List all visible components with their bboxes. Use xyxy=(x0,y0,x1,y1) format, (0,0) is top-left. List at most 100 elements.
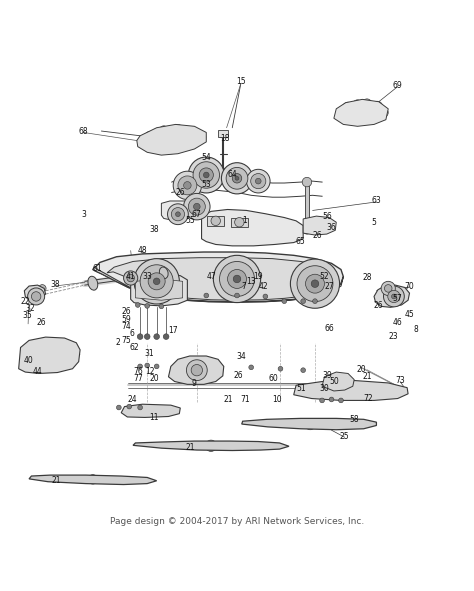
Text: 65: 65 xyxy=(296,236,306,246)
Ellipse shape xyxy=(88,276,98,290)
Text: 26: 26 xyxy=(312,230,322,239)
Circle shape xyxy=(188,198,205,215)
Circle shape xyxy=(193,162,219,188)
Circle shape xyxy=(235,176,239,180)
Circle shape xyxy=(383,286,404,307)
Circle shape xyxy=(127,404,132,409)
Text: 5: 5 xyxy=(372,217,376,227)
Polygon shape xyxy=(168,356,224,384)
Text: 18: 18 xyxy=(220,134,230,143)
Circle shape xyxy=(263,294,268,299)
Circle shape xyxy=(203,172,209,178)
Polygon shape xyxy=(93,267,343,302)
Text: 7: 7 xyxy=(242,281,246,291)
Circle shape xyxy=(302,225,312,234)
Polygon shape xyxy=(131,274,187,306)
Circle shape xyxy=(183,193,210,220)
Circle shape xyxy=(168,141,173,146)
Circle shape xyxy=(164,137,177,150)
Polygon shape xyxy=(334,99,388,126)
Circle shape xyxy=(235,293,239,298)
Circle shape xyxy=(178,176,197,195)
Text: 1: 1 xyxy=(242,216,246,225)
Circle shape xyxy=(175,212,180,216)
Text: 21: 21 xyxy=(362,372,372,381)
Text: 57: 57 xyxy=(393,294,402,303)
Text: 67: 67 xyxy=(192,210,202,219)
Text: 28: 28 xyxy=(362,273,372,282)
Circle shape xyxy=(338,398,343,403)
Circle shape xyxy=(249,365,254,370)
Text: 52: 52 xyxy=(319,272,329,281)
Circle shape xyxy=(278,366,283,371)
Circle shape xyxy=(127,274,135,282)
Circle shape xyxy=(138,364,143,369)
Circle shape xyxy=(163,334,169,339)
Circle shape xyxy=(392,294,396,299)
Circle shape xyxy=(232,174,242,183)
Text: 35: 35 xyxy=(23,311,33,320)
Text: 24: 24 xyxy=(127,395,137,404)
Text: 21: 21 xyxy=(52,476,61,485)
Text: 72: 72 xyxy=(364,394,373,402)
Circle shape xyxy=(188,127,196,135)
Text: 58: 58 xyxy=(349,415,359,424)
Text: 26: 26 xyxy=(374,301,383,310)
Text: 53: 53 xyxy=(201,180,211,189)
Text: 11: 11 xyxy=(149,413,159,422)
Circle shape xyxy=(297,266,333,301)
Polygon shape xyxy=(242,418,376,430)
Circle shape xyxy=(301,299,306,304)
Polygon shape xyxy=(294,381,408,401)
Circle shape xyxy=(235,217,244,227)
Polygon shape xyxy=(24,285,46,300)
Circle shape xyxy=(302,177,312,187)
Text: 54: 54 xyxy=(201,152,211,161)
Text: 75: 75 xyxy=(121,336,131,345)
Text: 51: 51 xyxy=(296,384,306,393)
Text: 17: 17 xyxy=(168,326,178,336)
Circle shape xyxy=(191,365,202,376)
Circle shape xyxy=(145,334,150,339)
Ellipse shape xyxy=(159,267,168,278)
Text: 25: 25 xyxy=(340,432,349,441)
Text: 70: 70 xyxy=(405,281,414,291)
Circle shape xyxy=(136,303,140,307)
Circle shape xyxy=(306,274,324,293)
Polygon shape xyxy=(374,285,410,307)
Text: 21: 21 xyxy=(224,395,233,404)
Text: 42: 42 xyxy=(258,281,268,291)
Polygon shape xyxy=(121,404,180,417)
Text: 34: 34 xyxy=(237,352,246,362)
Circle shape xyxy=(211,216,220,226)
Polygon shape xyxy=(207,216,224,226)
Text: 44: 44 xyxy=(33,366,43,376)
Text: 40: 40 xyxy=(23,356,33,365)
Circle shape xyxy=(186,360,207,381)
Text: 31: 31 xyxy=(145,349,155,358)
Polygon shape xyxy=(322,372,354,391)
Text: 20: 20 xyxy=(356,365,365,374)
Polygon shape xyxy=(161,201,197,220)
Circle shape xyxy=(88,475,98,484)
Text: 32: 32 xyxy=(25,304,35,313)
Polygon shape xyxy=(231,217,248,227)
Text: 15: 15 xyxy=(236,77,246,86)
Polygon shape xyxy=(137,125,206,155)
Polygon shape xyxy=(107,258,334,300)
Circle shape xyxy=(381,281,395,296)
Polygon shape xyxy=(218,130,228,137)
Text: 69: 69 xyxy=(393,81,402,90)
Text: 56: 56 xyxy=(322,212,332,220)
Circle shape xyxy=(372,101,383,112)
Text: 68: 68 xyxy=(79,126,88,135)
Circle shape xyxy=(138,405,143,410)
Text: 39: 39 xyxy=(323,371,333,381)
Circle shape xyxy=(27,288,45,305)
Circle shape xyxy=(146,132,154,140)
Circle shape xyxy=(145,304,150,309)
Circle shape xyxy=(209,443,213,448)
Circle shape xyxy=(219,261,255,297)
Circle shape xyxy=(308,422,313,427)
Circle shape xyxy=(38,285,46,292)
